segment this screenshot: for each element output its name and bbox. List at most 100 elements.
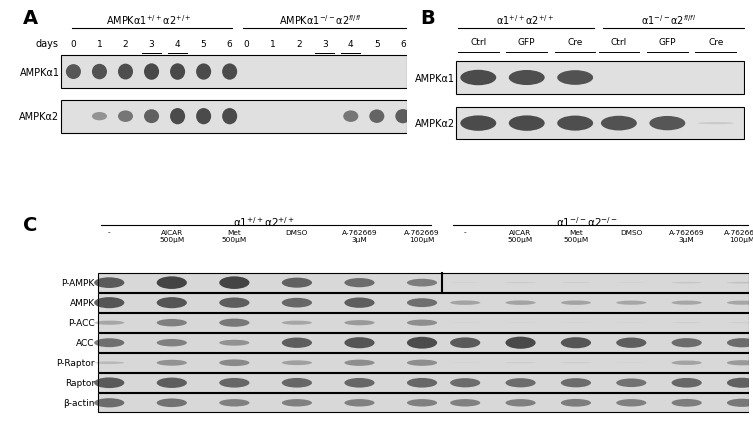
Ellipse shape	[672, 301, 702, 305]
Text: 0: 0	[71, 40, 76, 49]
Text: Cre: Cre	[568, 38, 583, 47]
Ellipse shape	[450, 338, 480, 348]
Ellipse shape	[601, 117, 637, 131]
Ellipse shape	[460, 116, 496, 132]
FancyBboxPatch shape	[99, 294, 749, 312]
Text: -: -	[108, 229, 111, 235]
Ellipse shape	[157, 378, 187, 388]
Ellipse shape	[616, 399, 646, 406]
Ellipse shape	[282, 378, 312, 388]
Ellipse shape	[219, 277, 249, 289]
Ellipse shape	[196, 109, 211, 125]
Text: A-762669
3μM: A-762669 3μM	[342, 229, 377, 242]
Ellipse shape	[282, 278, 312, 288]
Ellipse shape	[616, 338, 646, 348]
Text: 3: 3	[148, 40, 154, 49]
Ellipse shape	[157, 277, 187, 289]
Ellipse shape	[727, 360, 753, 366]
Text: DMSO: DMSO	[620, 229, 642, 235]
Ellipse shape	[407, 298, 437, 307]
Ellipse shape	[94, 378, 124, 388]
Ellipse shape	[157, 360, 187, 366]
Ellipse shape	[222, 109, 237, 125]
Text: 3: 3	[322, 40, 328, 49]
Ellipse shape	[344, 338, 374, 348]
Text: Raptor: Raptor	[65, 378, 95, 387]
Ellipse shape	[505, 362, 535, 363]
Ellipse shape	[450, 399, 480, 406]
Ellipse shape	[222, 64, 237, 80]
FancyBboxPatch shape	[99, 353, 749, 372]
Ellipse shape	[282, 399, 312, 406]
Text: α1$^{+/+}$α2$^{+/+}$: α1$^{+/+}$α2$^{+/+}$	[233, 215, 295, 229]
Text: Ctrl: Ctrl	[470, 38, 486, 47]
Ellipse shape	[509, 71, 544, 86]
Ellipse shape	[219, 378, 249, 388]
Ellipse shape	[407, 320, 437, 326]
Ellipse shape	[727, 338, 753, 347]
Ellipse shape	[157, 339, 187, 347]
Ellipse shape	[144, 110, 159, 124]
Ellipse shape	[407, 337, 437, 349]
Text: P-ACC: P-ACC	[69, 319, 95, 327]
Ellipse shape	[727, 301, 753, 305]
Ellipse shape	[727, 282, 753, 284]
Text: GFP: GFP	[659, 38, 676, 47]
Text: DMSO: DMSO	[285, 229, 308, 235]
Text: 1: 1	[270, 40, 276, 49]
FancyBboxPatch shape	[99, 273, 749, 292]
Ellipse shape	[219, 319, 249, 327]
Ellipse shape	[219, 340, 249, 346]
Text: A-762669
100μM: A-762669 100μM	[404, 229, 440, 242]
Ellipse shape	[672, 378, 702, 388]
Text: 2: 2	[296, 40, 301, 49]
Ellipse shape	[170, 64, 185, 80]
Text: B: B	[420, 9, 435, 28]
Text: 4: 4	[348, 40, 354, 49]
Ellipse shape	[450, 301, 480, 305]
Ellipse shape	[727, 322, 753, 323]
Text: A-762669
100μM: A-762669 100μM	[724, 229, 753, 242]
Ellipse shape	[92, 113, 107, 121]
Ellipse shape	[672, 399, 702, 407]
Text: AMPK: AMPK	[70, 298, 95, 307]
Text: Ctrl: Ctrl	[611, 38, 627, 47]
Text: days: days	[35, 39, 59, 49]
Text: 6: 6	[227, 40, 233, 49]
Ellipse shape	[219, 399, 249, 406]
Ellipse shape	[219, 298, 249, 308]
Ellipse shape	[509, 116, 544, 132]
Ellipse shape	[282, 338, 312, 348]
Text: AMPKα1: AMPKα1	[20, 68, 59, 77]
Ellipse shape	[557, 116, 593, 131]
Ellipse shape	[118, 111, 133, 123]
Ellipse shape	[94, 278, 124, 288]
Ellipse shape	[450, 378, 480, 387]
Ellipse shape	[92, 64, 107, 80]
Text: β-actin: β-actin	[63, 398, 95, 407]
FancyBboxPatch shape	[99, 374, 749, 392]
Text: C: C	[23, 215, 38, 234]
Ellipse shape	[505, 399, 535, 406]
Text: 4: 4	[175, 40, 181, 49]
Ellipse shape	[505, 337, 535, 349]
Ellipse shape	[144, 64, 159, 80]
Text: ACC: ACC	[76, 338, 95, 347]
Text: AMPKα2: AMPKα2	[20, 112, 59, 122]
Ellipse shape	[94, 298, 124, 308]
Ellipse shape	[94, 398, 124, 408]
Ellipse shape	[649, 117, 685, 131]
Text: α1$^{+/+}$α2$^{+/+}$: α1$^{+/+}$α2$^{+/+}$	[496, 13, 554, 28]
Ellipse shape	[672, 282, 702, 284]
Ellipse shape	[557, 71, 593, 86]
Ellipse shape	[118, 64, 133, 80]
Text: 2: 2	[123, 40, 128, 49]
Ellipse shape	[698, 123, 733, 125]
Ellipse shape	[344, 378, 374, 388]
Text: -: -	[464, 229, 467, 235]
Text: AMPKα1$^{-/-}$α2$^{fl/fl}$: AMPKα1$^{-/-}$α2$^{fl/fl}$	[279, 13, 361, 28]
FancyBboxPatch shape	[99, 334, 749, 352]
Text: 0: 0	[244, 40, 249, 49]
Ellipse shape	[344, 360, 374, 366]
Ellipse shape	[344, 278, 374, 288]
